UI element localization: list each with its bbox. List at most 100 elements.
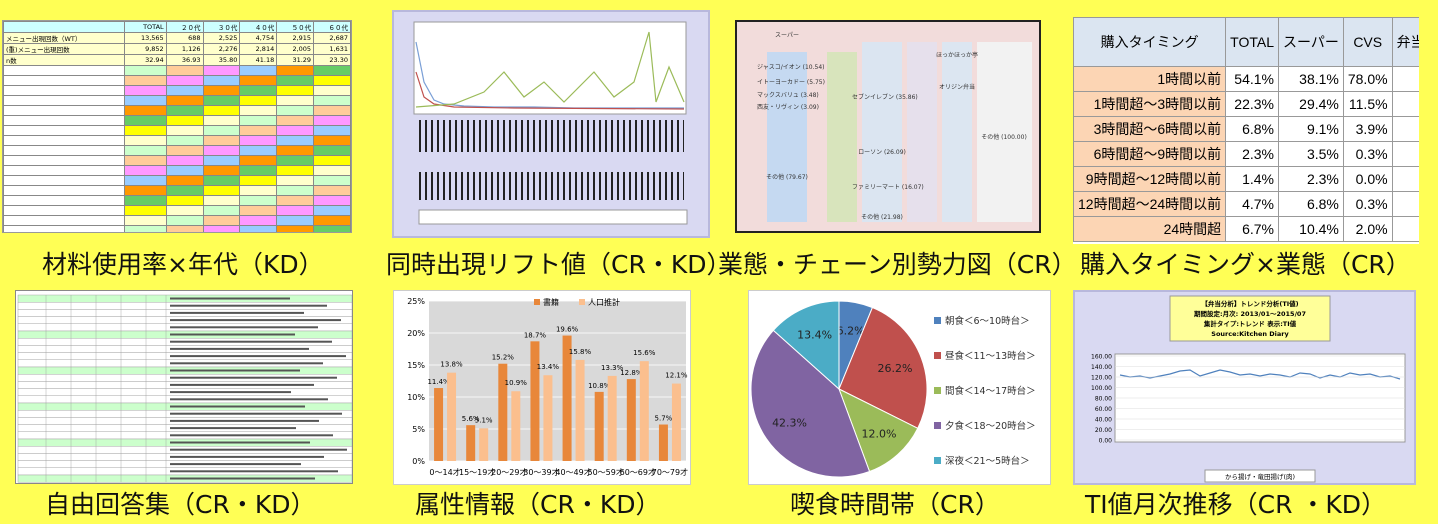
- cell: 購入タイミング: [1073, 17, 1227, 67]
- cell: 2,005: [276, 43, 315, 55]
- cell: [313, 105, 351, 116]
- x-tick-label: 70～79才: [652, 467, 688, 477]
- cell: [276, 65, 315, 76]
- cell: 78.0%: [1342, 66, 1393, 92]
- cell: [239, 225, 278, 232]
- cell: [3, 95, 125, 106]
- cell: [165, 75, 204, 86]
- timing-table: 購入タイミングTOTALスーパーCVS弁当・惣菜専門店1時間以前54.1%38.…: [1073, 17, 1419, 242]
- cell: [239, 85, 278, 96]
- share-label: マックスバリュ (3.48): [757, 92, 819, 99]
- y-tick-label: 5%: [412, 425, 425, 434]
- text-stub: [170, 463, 301, 466]
- bar: [498, 363, 508, 461]
- cell: [123, 165, 167, 176]
- cell: [239, 215, 278, 226]
- caption: 喫食時間帯（CR）: [790, 490, 1000, 519]
- data-label: 15.2%: [492, 354, 515, 362]
- cell: [276, 105, 315, 116]
- cell: 2,276: [202, 43, 241, 55]
- cell: [313, 65, 351, 76]
- cell: [165, 95, 204, 106]
- row: (重)メニュー出現回数 9,852 1,126 2,276 2,814 2,005 1,63…: [3, 43, 351, 55]
- data-label: 26.2%: [878, 362, 913, 375]
- cell: [276, 125, 315, 136]
- cell: [123, 145, 167, 156]
- cell: 2.3%: [1277, 166, 1344, 192]
- text-stub: [170, 333, 295, 336]
- cell: [313, 195, 351, 206]
- legend-swatch: [534, 299, 540, 305]
- column: [907, 42, 937, 222]
- share-diagram-tile: スーパー ジャスコ/イオン (10.54) イトーヨーカドー (5.75) マックスバ…: [735, 20, 1041, 233]
- cell: 4,754: [239, 32, 278, 44]
- cell: [3, 21, 125, 33]
- legend-swatch: [934, 387, 941, 394]
- cell: 24時間超: [1073, 216, 1227, 242]
- cell: ６０代: [313, 21, 351, 33]
- share-label: ジャスコ/イオン (10.54): [757, 64, 825, 71]
- cell: 4.4%: [1391, 116, 1419, 142]
- cell: [276, 85, 315, 96]
- x-tick-label: 0～14才: [429, 467, 460, 477]
- bar: [447, 372, 457, 461]
- caption: 自由回答集（CR・KD）: [45, 490, 316, 519]
- cell: 41.18: [239, 54, 278, 66]
- x-tick-label: 60～69才: [620, 467, 656, 477]
- cell: [165, 145, 204, 156]
- y-tick-label: 100.00: [1091, 385, 1112, 392]
- cell: [3, 145, 125, 156]
- bar: [658, 424, 668, 461]
- timing-table-tile: 購入タイミングTOTALスーパーCVS弁当・惣菜専門店1時間以前54.1%38.…: [1073, 17, 1419, 244]
- cell: 2,687: [313, 32, 351, 44]
- cell: [239, 105, 278, 116]
- cell: [239, 185, 278, 196]
- cell: 3.9%: [1342, 116, 1393, 142]
- cell: [3, 195, 125, 206]
- cell: [123, 105, 167, 116]
- cell: 9,852: [123, 43, 167, 55]
- bar: [530, 341, 540, 461]
- cell: 688: [165, 32, 204, 44]
- data-label: 13.3%: [601, 364, 624, 372]
- title-line: Source:Kitchen Diary: [1211, 330, 1289, 338]
- cell: 2,915: [276, 32, 315, 44]
- cell: 1,126: [165, 43, 204, 55]
- ti-chart: 【弁当分析】トレンド分析(TI値)期間設定:月次: 2013/01～2015/0…: [1091, 295, 1406, 483]
- trend-line: [1119, 369, 1401, 380]
- cell: [313, 165, 351, 176]
- cell: 0.3%: [1342, 191, 1393, 217]
- cell: [276, 95, 315, 106]
- data-label: 5.6%: [462, 415, 480, 423]
- text-stub: [170, 311, 304, 314]
- cell: [239, 65, 278, 76]
- cell: [239, 125, 278, 136]
- cell: [313, 205, 351, 216]
- data-label: 13.4%: [797, 328, 832, 341]
- legend-label: 間食＜14～17時台＞: [945, 385, 1036, 397]
- cell: [3, 175, 125, 186]
- cell: [165, 65, 204, 76]
- data-label: 13.8%: [440, 361, 463, 369]
- column: [862, 42, 902, 222]
- y-tick-label: 10%: [407, 393, 425, 402]
- cell: 23.30: [313, 54, 351, 66]
- cell: [276, 115, 315, 126]
- text-stub: [170, 319, 341, 322]
- cell: [276, 165, 315, 176]
- material-table: TOTAL ２０代 ３０代 ４０代 ５０代 ６０代 メニュー出現回数（WT） 13,565 68…: [3, 21, 351, 232]
- y-tick-label: 20%: [407, 329, 425, 338]
- cell: [202, 165, 241, 176]
- cell: 0.3%: [1342, 141, 1393, 167]
- cell: [202, 215, 241, 226]
- data-label: 10.9%: [505, 379, 528, 387]
- cell: [3, 185, 125, 196]
- data-label: 12.1%: [665, 372, 688, 380]
- y-tick-label: 40.00: [1095, 417, 1112, 424]
- text-stub: [170, 470, 338, 473]
- legend-label: 夕食＜18～20時台＞: [945, 420, 1036, 432]
- cell: [165, 215, 204, 226]
